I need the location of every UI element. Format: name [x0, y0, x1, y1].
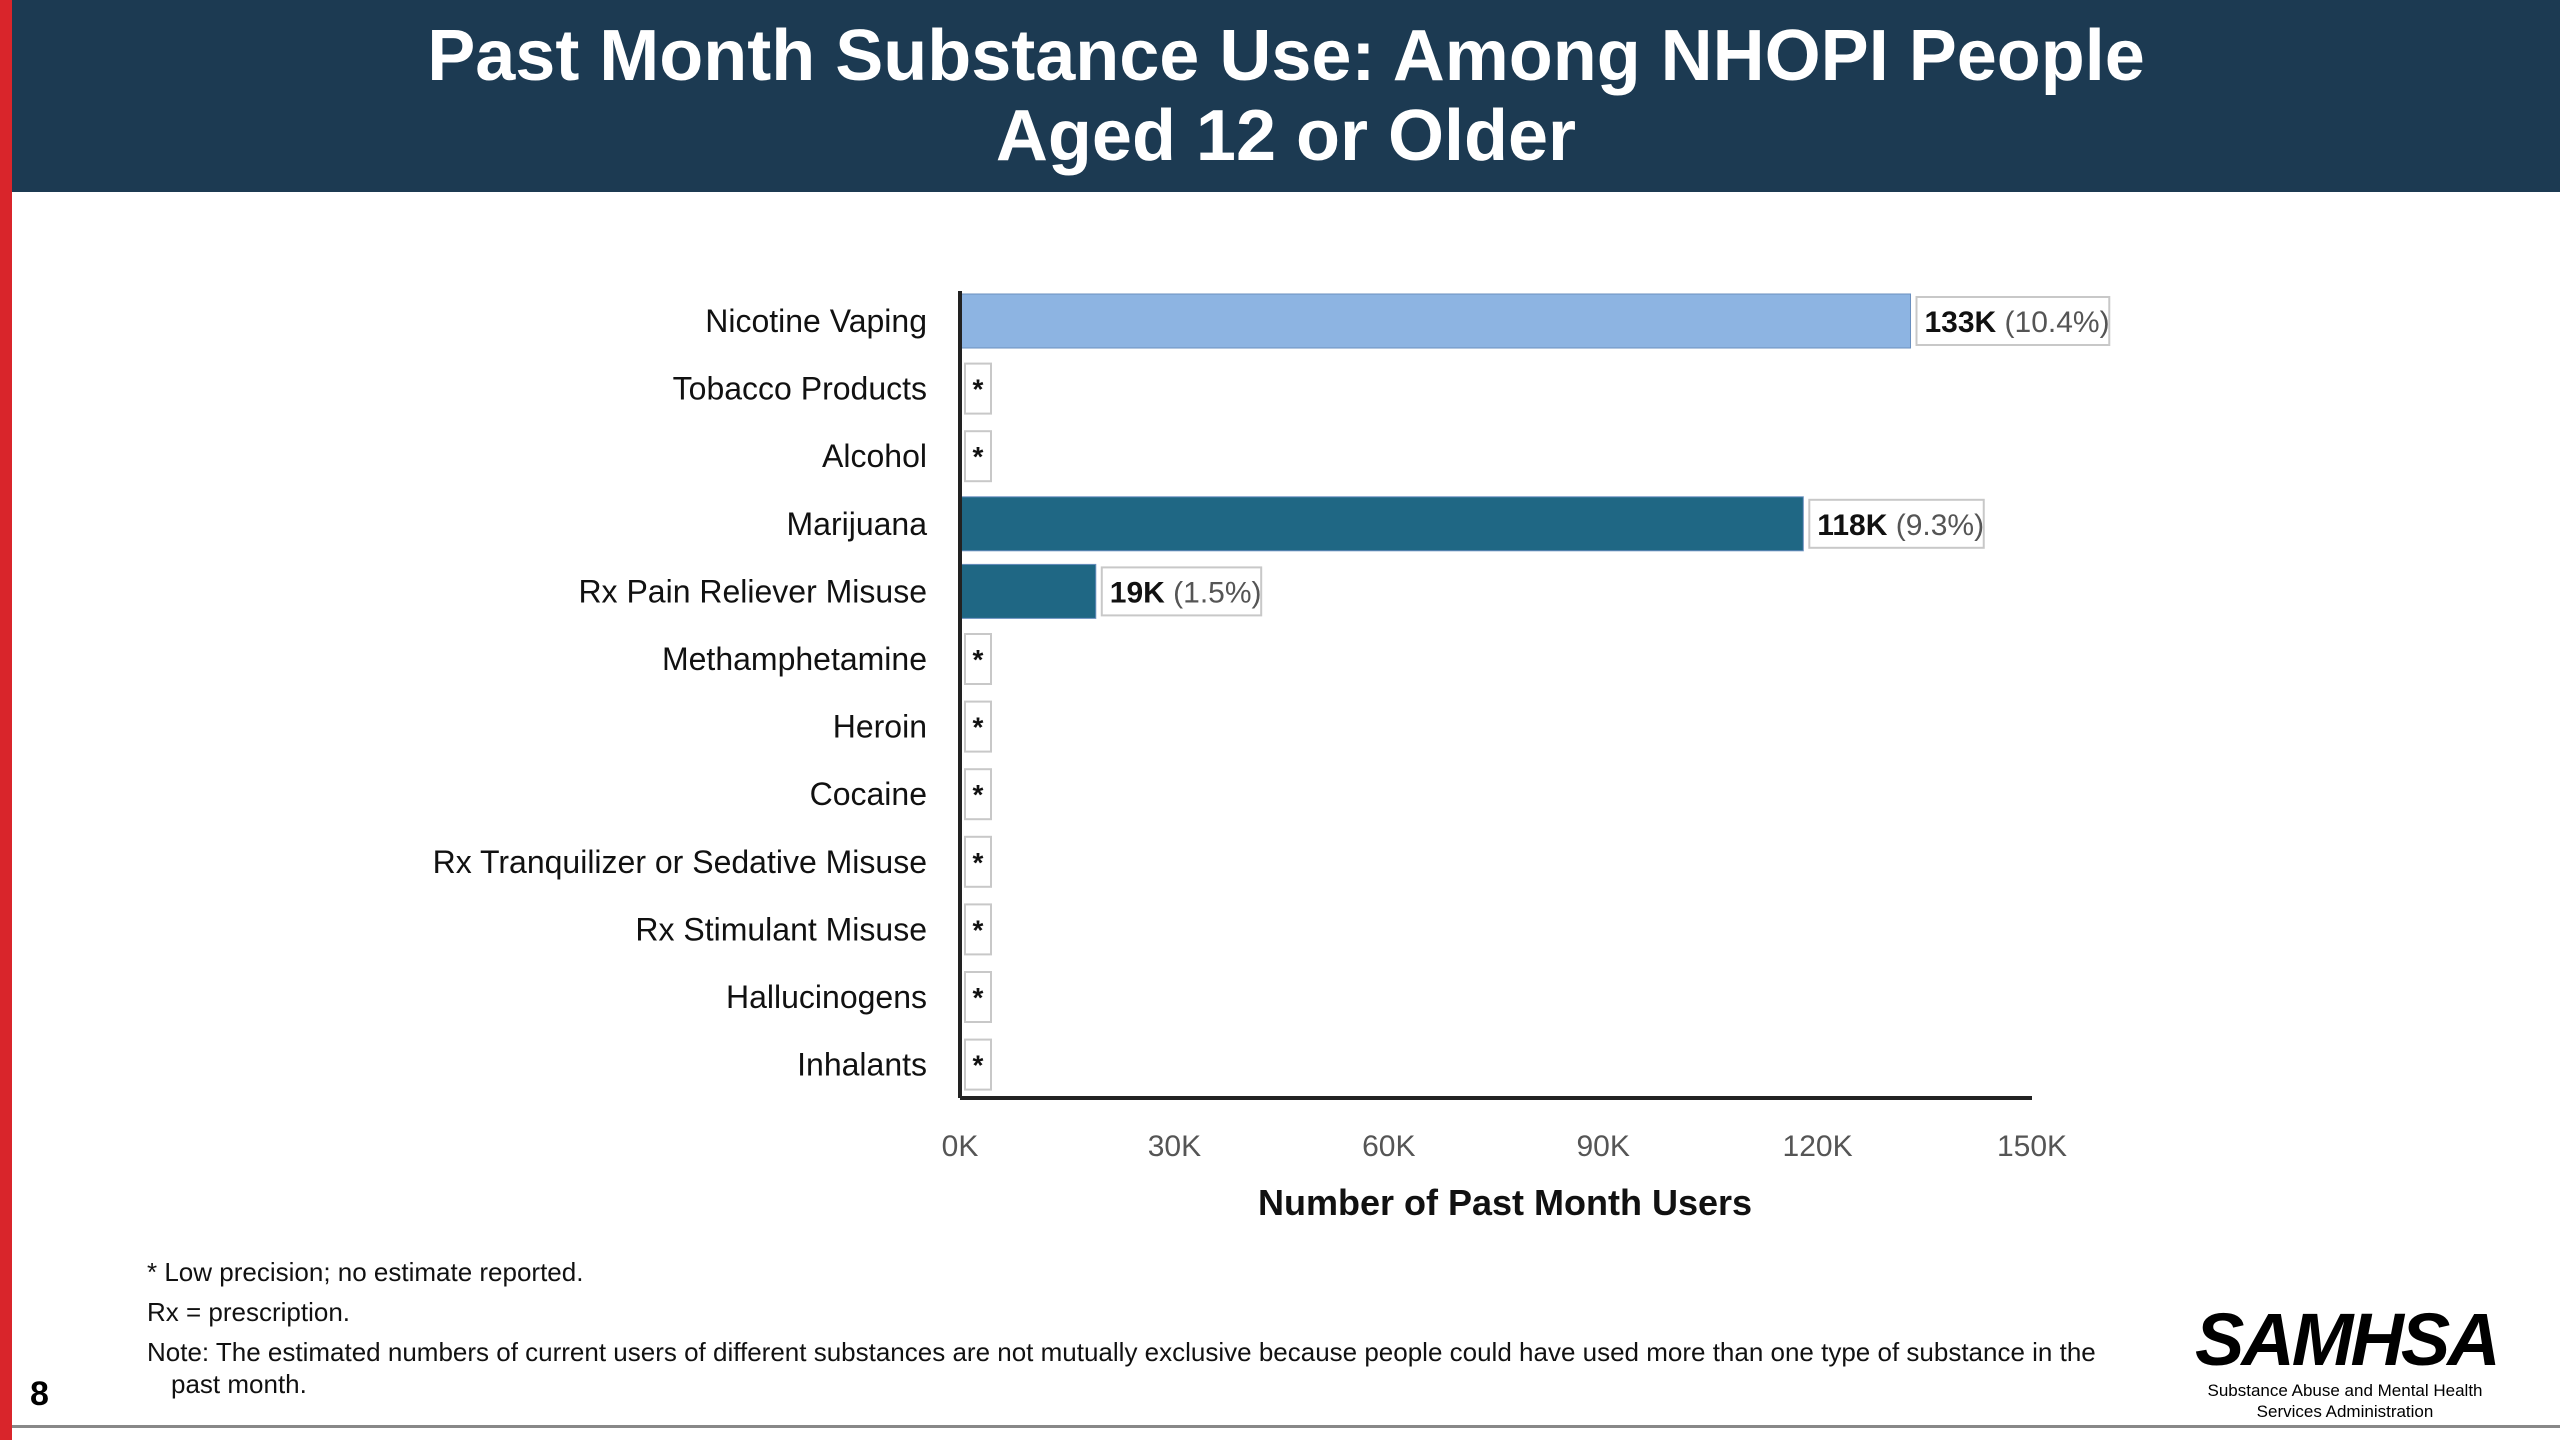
data-label-box-nicotine-vaping	[1915, 296, 2111, 346]
data-label-nicotine-vaping: 133K (10.4%)	[1925, 306, 2110, 339]
page-number: 8	[30, 1375, 49, 1413]
x-tick-label-0k: 0K	[942, 1130, 979, 1163]
suppressed-box-hallucinogens	[964, 971, 992, 1023]
bar-nicotine-vaping	[959, 293, 1912, 349]
data-label-box-rx-pain-reliever-misuse	[1100, 566, 1263, 617]
suppressed-box-methamphetamine	[964, 633, 992, 685]
suppressed-marker-alcohol: *	[973, 441, 984, 472]
suppressed-box-rx-stimulant-misuse	[964, 903, 992, 956]
category-label-rx-tranquilizer-or-sedative-misuse: Rx Tranquilizer or Sedative Misuse	[433, 844, 927, 880]
left-accent-stripe	[0, 0, 12, 1440]
footnotes: * Low precision; no estimate reported. R…	[147, 1252, 2147, 1400]
suppressed-marker-inhalants: *	[973, 1050, 984, 1081]
suppressed-marker-cocaine: *	[973, 779, 984, 810]
suppressed-box-cocaine	[964, 768, 992, 821]
logo-subtitle-line-1: Substance Abuse and Mental Health	[2207, 1381, 2483, 1400]
suppressed-marker-tobacco-products: *	[973, 374, 984, 405]
slide-header: Past Month Substance Use: Among NHOPI Pe…	[12, 0, 2560, 192]
suppressed-box-tobacco-products	[964, 362, 992, 415]
category-label-alcohol: Alcohol	[822, 438, 927, 474]
samhsa-logo: SAMHSA Substance Abuse and Mental Health…	[2195, 1298, 2501, 1430]
logo-wordmark: SAMHSA	[2195, 1298, 2501, 1381]
category-label-cocaine: Cocaine	[810, 776, 927, 812]
title-line-1: Past Month Substance Use: Among NHOPI Pe…	[427, 16, 2145, 96]
suppressed-marker-methamphetamine: *	[973, 644, 984, 675]
data-label-rx-pain-reliever-misuse: 19K (1.5%)	[1110, 576, 1262, 609]
category-label-marijuana: Marijuana	[786, 506, 927, 542]
data-label-box-marijuana	[1808, 498, 1985, 549]
x-tick-label-90k: 90K	[1577, 1130, 1630, 1163]
bottom-rule	[12, 1425, 2560, 1428]
x-tick-label-30k: 30K	[1148, 1130, 1201, 1163]
data-label-marijuana: 118K (9.3%)	[1817, 509, 1984, 542]
footnote-rx: Rx = prescription.	[147, 1297, 351, 1327]
suppressed-marker-hallucinogens: *	[973, 982, 984, 1013]
footnote-low-precision: * Low precision; no estimate reported.	[147, 1257, 584, 1287]
suppressed-box-rx-tranquilizer-or-sedative-misuse	[964, 835, 992, 888]
suppressed-box-heroin	[964, 700, 992, 753]
slide-title: Past Month Substance Use: Among NHOPI Pe…	[427, 16, 2145, 176]
x-tick-label-60k: 60K	[1362, 1130, 1415, 1163]
title-line-2: Aged 12 or Older	[995, 96, 1577, 176]
bar-marijuana	[959, 496, 1804, 552]
suppressed-marker-rx-tranquilizer-or-sedative-misuse: *	[973, 847, 984, 878]
suppressed-marker-heroin: *	[973, 712, 984, 743]
category-label-rx-pain-reliever-misuse: Rx Pain Reliever Misuse	[578, 573, 927, 609]
category-label-hallucinogens: Hallucinogens	[726, 979, 927, 1015]
suppressed-box-alcohol	[964, 430, 992, 483]
x-tick-label-120k: 120K	[1783, 1130, 1853, 1163]
category-label-methamphetamine: Methamphetamine	[662, 641, 927, 677]
category-label-nicotine-vaping: Nicotine Vaping	[705, 303, 927, 339]
suppressed-box-inhalants	[964, 1038, 992, 1091]
category-label-heroin: Heroin	[833, 709, 927, 745]
logo-subtitle-line-2: Services Administration	[2256, 1402, 2434, 1421]
category-label-tobacco-products: Tobacco Products	[673, 371, 927, 407]
bar-rx-pain-reliever-misuse	[959, 563, 1097, 619]
suppressed-marker-rx-stimulant-misuse: *	[973, 914, 984, 945]
footnote-note: Note: The estimated numbers of current u…	[147, 1337, 2096, 1399]
category-label-inhalants: Inhalants	[797, 1047, 927, 1083]
category-label-rx-stimulant-misuse: Rx Stimulant Misuse	[635, 911, 927, 947]
x-tick-label-150k: 150K	[1997, 1130, 2067, 1163]
x-axis-title: Number of Past Month Users	[1258, 1182, 1752, 1223]
